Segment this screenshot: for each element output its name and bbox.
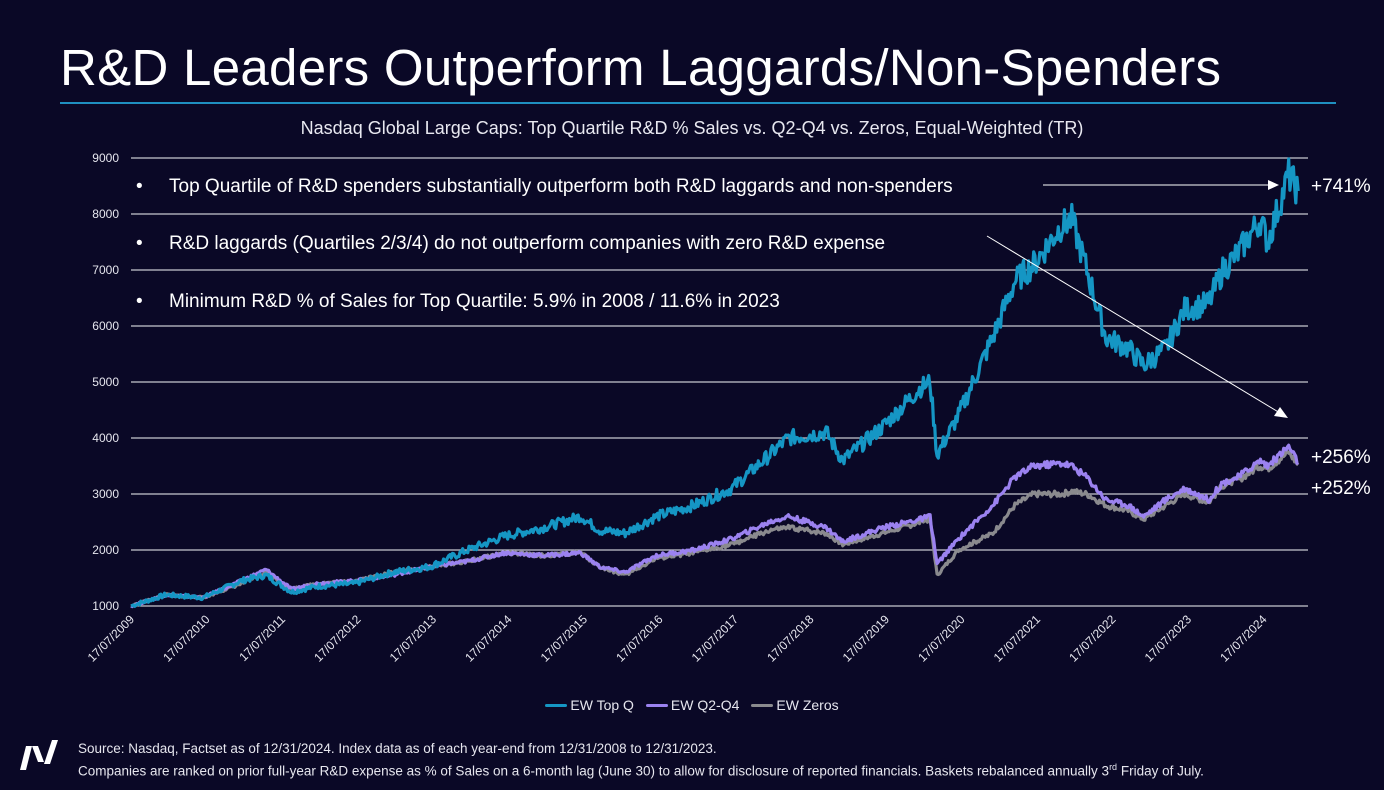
y-tick-label: 3000	[92, 487, 119, 501]
footnote: Source: Nasdaq, Factset as of 12/31/2024…	[78, 740, 1204, 781]
x-tick-label: 17/07/2012	[311, 612, 364, 665]
x-tick-label: 17/07/2011	[236, 612, 288, 664]
x-tick-label: 17/07/2010	[160, 612, 213, 665]
annotation-3: Minimum R&D % of Sales for Top Quartile:…	[169, 291, 780, 312]
arrowhead-icon	[1274, 407, 1288, 418]
footnote-text: Companies are ranked on prior full-year …	[78, 764, 1109, 779]
annotation-2: R&D laggards (Quartiles 2/3/4) do not ou…	[169, 233, 885, 254]
x-axis: 17/07/2009 17/07/2010 17/07/2011 17/07/2012…	[85, 612, 1270, 665]
legend-item-q2-q4: EW Q2-Q4	[646, 697, 739, 713]
legend-label: EW Top Q	[570, 697, 634, 713]
x-tick-label: 17/07/2023	[1142, 612, 1195, 665]
legend-item-zeros: EW Zeros	[751, 697, 838, 713]
y-tick-label: 9000	[92, 151, 119, 165]
series-line-ew-top-q	[131, 159, 1298, 606]
y-tick-label: 5000	[92, 375, 119, 389]
legend-label: EW Zeros	[776, 697, 838, 713]
bullet-glyph: •	[136, 233, 143, 254]
x-tick-label: 17/07/2018	[764, 612, 817, 665]
legend-swatch	[751, 704, 773, 707]
x-tick-label: 17/07/2024	[1217, 612, 1270, 665]
x-tick-label: 17/07/2021	[991, 612, 1044, 665]
arrowhead-icon	[1268, 180, 1279, 190]
bullet-glyph: •	[136, 291, 143, 312]
series-line-ew-q2-q4	[131, 445, 1298, 606]
annotations: • Top Quartile of R&D spenders substanti…	[136, 176, 1371, 499]
y-tick-label: 4000	[92, 431, 119, 445]
arrow-down	[987, 236, 1280, 413]
y-tick-label: 7000	[92, 263, 119, 277]
y-tick-label: 8000	[92, 207, 119, 221]
x-tick-label: 17/07/2015	[538, 612, 591, 665]
x-tick-label: 17/07/2022	[1066, 612, 1119, 665]
series-line-ew-zeros	[131, 451, 1298, 606]
x-tick-label: 17/07/2020	[915, 612, 968, 665]
end-label-zeros: +252%	[1311, 478, 1371, 499]
y-tick-label: 1000	[92, 599, 119, 613]
legend-item-top-q: EW Top Q	[545, 697, 634, 713]
y-axis: 1000 2000 3000 4000 5000 6000 7000 8000 9000	[92, 151, 119, 613]
y-tick-label: 2000	[92, 543, 119, 557]
nasdaq-logo-icon	[18, 738, 62, 772]
x-tick-label: 17/07/2016	[613, 612, 666, 665]
footnote-sup: rd	[1109, 762, 1117, 772]
footnote-source: Source: Nasdaq, Factset as of 12/31/2024…	[78, 740, 1204, 758]
gridlines	[131, 158, 1308, 606]
end-label-top-q: +741%	[1311, 176, 1371, 197]
legend-swatch	[545, 704, 567, 707]
x-tick-label: 17/07/2014	[462, 612, 515, 665]
x-tick-label: 17/07/2009	[85, 612, 138, 665]
line-chart: 1000 2000 3000 4000 5000 6000 7000 8000 9000 17/…	[0, 0, 1384, 790]
bullet-glyph: •	[136, 176, 143, 197]
footnote-text: Friday of July.	[1117, 764, 1204, 779]
x-tick-label: 17/07/2017	[689, 612, 742, 665]
end-label-q2-q4: +256%	[1311, 447, 1371, 468]
annotation-1: Top Quartile of R&D spenders substantial…	[169, 176, 953, 197]
series-lines	[131, 159, 1298, 607]
footnote-method: Companies are ranked on prior full-year …	[78, 758, 1204, 781]
x-tick-label: 17/07/2019	[840, 612, 893, 665]
legend-label: EW Q2-Q4	[671, 697, 739, 713]
legend: EW Top Q EW Q2-Q4 EW Zeros	[0, 697, 1384, 713]
y-tick-label: 6000	[92, 319, 119, 333]
legend-swatch	[646, 704, 668, 707]
x-tick-label: 17/07/2013	[387, 612, 440, 665]
